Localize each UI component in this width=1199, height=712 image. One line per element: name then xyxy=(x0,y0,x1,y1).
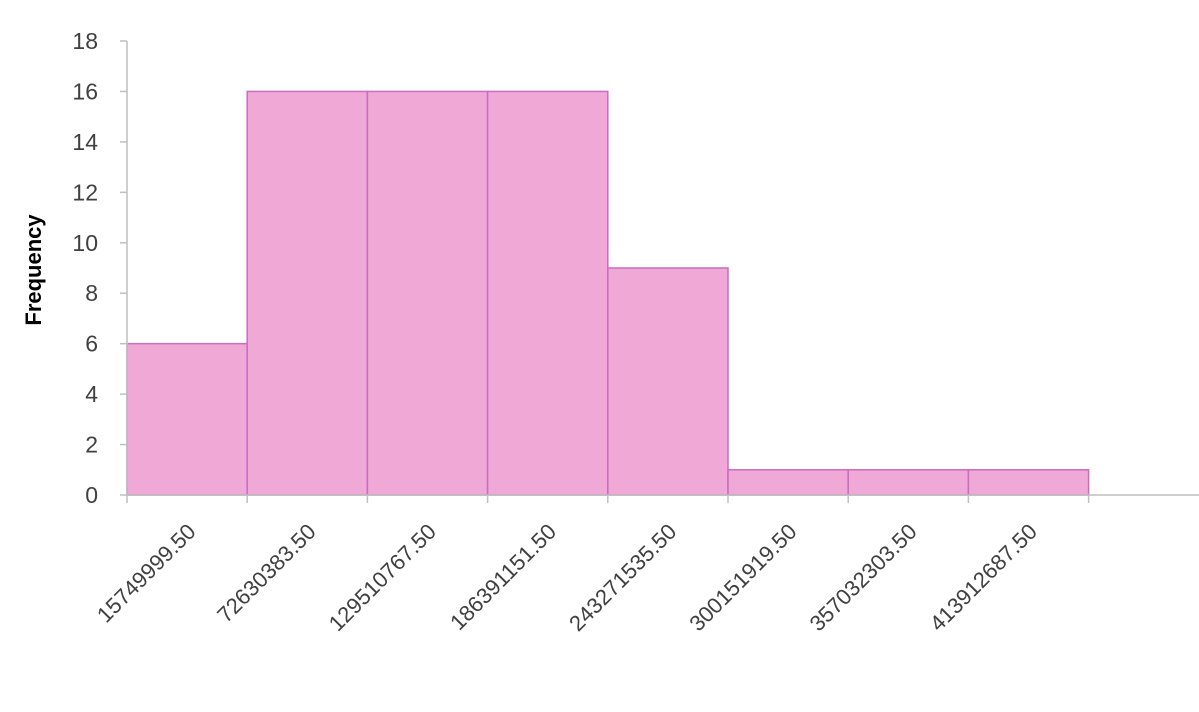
x-tick-label-2: 72630383.50 xyxy=(212,519,321,628)
x-axis-ticks: 15749999.50 72630383.50 129510767.50 186391… xyxy=(92,495,1090,636)
x-tick-label-1: 15749999.50 xyxy=(92,519,201,628)
y-axis-title: Frequency xyxy=(21,214,46,326)
histogram-bar-3 xyxy=(366,90,489,496)
y-tick-label-8: 8 xyxy=(85,280,98,306)
histogram-bar-1 xyxy=(126,342,248,496)
y-tick-label-4: 4 xyxy=(85,381,98,407)
y-tick-label-12: 12 xyxy=(72,179,98,205)
x-tick-label-5: 243271535.50 xyxy=(564,519,681,636)
x-tick-label-6: 300151919.50 xyxy=(684,519,801,636)
x-tick-label-7: 357032303.50 xyxy=(805,519,922,636)
histogram-bar-5 xyxy=(607,267,729,496)
x-tick-label-8: 413912687.50 xyxy=(925,519,1042,636)
y-tick-label-16: 16 xyxy=(72,78,98,104)
axes-layer xyxy=(126,41,1199,496)
y-tick-label-14: 14 xyxy=(72,129,98,155)
histogram-bar-6 xyxy=(727,469,849,496)
histogram-bar-4 xyxy=(486,90,609,496)
bars-layer xyxy=(126,90,1090,496)
y-tick-label-6: 6 xyxy=(85,331,98,357)
histogram-bar-7 xyxy=(847,469,970,496)
x-tick-label-3: 129510767.50 xyxy=(324,519,441,636)
x-tick-label-4: 186391151.50 xyxy=(445,519,561,635)
y-tick-label-2: 2 xyxy=(85,432,98,458)
histogram-bar-8 xyxy=(967,469,1090,496)
y-tick-label-18: 18 xyxy=(72,28,98,54)
y-axis-ticks: 0 2 4 6 8 10 12 14 16 18 xyxy=(72,28,127,508)
histogram-bar-2 xyxy=(246,90,369,496)
y-tick-label-0: 0 xyxy=(85,482,98,508)
y-tick-label-10: 10 xyxy=(72,230,98,256)
